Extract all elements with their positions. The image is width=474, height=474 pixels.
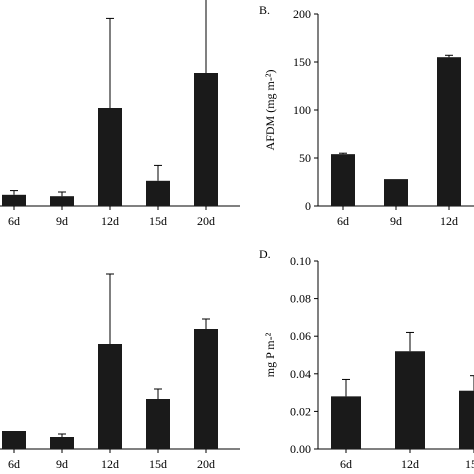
- x-tick-label: 15d: [149, 457, 167, 471]
- bar-20d: [194, 73, 218, 206]
- bar-6d: [2, 431, 26, 449]
- y-axis-title: mg P m-²: [263, 332, 277, 377]
- x-tick-label: 9d: [390, 214, 402, 228]
- x-tick-label: 9d: [56, 214, 68, 228]
- x-tick-label: 6d: [8, 214, 20, 228]
- panel-letter: B.: [259, 3, 270, 17]
- bar-15d: [146, 399, 170, 449]
- x-tick-label: 9d: [56, 457, 68, 471]
- x-tick-label: 20d: [197, 214, 215, 228]
- bar-15d: [459, 390, 474, 449]
- y-tick-label: 100: [293, 103, 311, 117]
- y-tick-label: 200: [293, 7, 311, 21]
- y-tick-label: 0.04: [290, 367, 311, 381]
- x-tick-label: 12d: [440, 214, 458, 228]
- x-tick-label: 12d: [101, 457, 119, 471]
- x-tick-label: 12d: [101, 214, 119, 228]
- panel-letter: D.: [259, 247, 271, 261]
- bar-6d: [331, 396, 361, 449]
- bar-15d: [146, 180, 170, 206]
- y-tick-label: 0.10: [290, 254, 311, 268]
- y-tick-label: 0: [305, 199, 311, 213]
- chart-panel-b: B. 0 50 100 150 200 AFDM (mg m-²) 6d 9d 12d: [259, 3, 474, 228]
- bar-6d: [331, 154, 355, 206]
- x-tick-label: 6d: [337, 214, 349, 228]
- bar-9d: [384, 179, 408, 206]
- chart-panel-d: D. 0.00 0.02 0.04 0.06 0.08 0.10 mg P m-² 6d 12d 1…: [259, 247, 474, 471]
- bar-9d: [50, 437, 74, 449]
- y-tick-label: 0.02: [290, 404, 311, 418]
- bar-6d: [2, 194, 26, 206]
- x-tick-label: 6d: [8, 457, 20, 471]
- y-tick-label: 0.00: [290, 442, 311, 456]
- x-tick-label: 15d: [149, 214, 167, 228]
- chart-panel-a: 6d 9d 12d 15d 20d: [0, 0, 240, 228]
- x-tick-label: 20d: [197, 457, 215, 471]
- y-tick-label: 0.08: [290, 292, 311, 306]
- y-axis-title: AFDM (mg m-²): [263, 70, 277, 151]
- bar-12d: [395, 351, 425, 449]
- y-tick-label: 0.06: [290, 329, 311, 343]
- bar-20d: [194, 329, 218, 449]
- x-tick-label: 15d: [465, 457, 474, 471]
- bar-12d: [98, 108, 122, 206]
- y-tick-label: 150: [293, 55, 311, 69]
- chart-panel-c: 6d 9d 12d 15d 20d: [0, 273, 240, 471]
- y-tick-label: 50: [299, 151, 311, 165]
- bar-12d: [437, 57, 461, 207]
- bar-9d: [50, 196, 74, 206]
- x-tick-label: 12d: [401, 457, 419, 471]
- bar-12d: [98, 344, 122, 449]
- x-tick-label: 6d: [340, 457, 352, 471]
